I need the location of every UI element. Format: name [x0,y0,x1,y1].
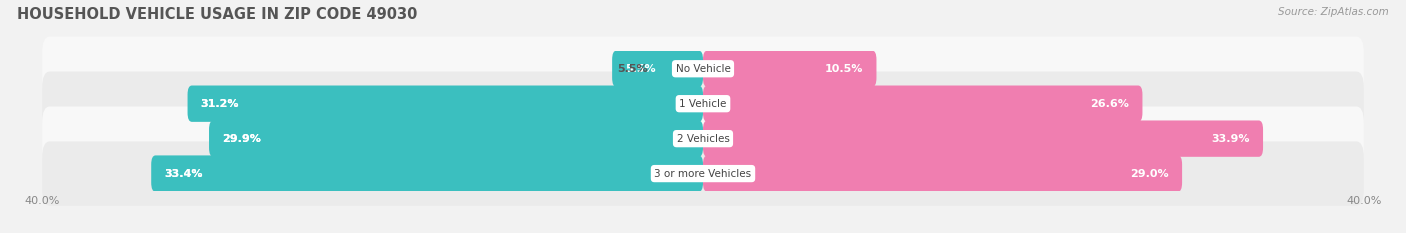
FancyBboxPatch shape [703,51,876,87]
Text: 2 Vehicles: 2 Vehicles [676,134,730,144]
FancyBboxPatch shape [42,106,1364,171]
Text: 5.5%: 5.5% [617,64,648,74]
FancyBboxPatch shape [42,37,1364,101]
FancyBboxPatch shape [42,72,1364,136]
FancyBboxPatch shape [187,86,703,122]
FancyBboxPatch shape [703,86,1143,122]
FancyBboxPatch shape [703,120,1263,157]
Text: 3 or more Vehicles: 3 or more Vehicles [654,169,752,178]
Text: Source: ZipAtlas.com: Source: ZipAtlas.com [1278,7,1389,17]
Text: 29.0%: 29.0% [1130,169,1168,178]
Text: 26.6%: 26.6% [1091,99,1129,109]
Text: 33.4%: 33.4% [165,169,202,178]
Text: No Vehicle: No Vehicle [675,64,731,74]
Text: 10.5%: 10.5% [825,64,863,74]
FancyBboxPatch shape [152,155,703,192]
FancyBboxPatch shape [42,141,1364,206]
Text: 1 Vehicle: 1 Vehicle [679,99,727,109]
FancyBboxPatch shape [703,155,1182,192]
FancyBboxPatch shape [209,120,703,157]
FancyBboxPatch shape [612,51,703,87]
Text: 33.9%: 33.9% [1212,134,1250,144]
Text: 31.2%: 31.2% [201,99,239,109]
Text: 33.4%: 33.4% [165,169,202,178]
Text: 29.9%: 29.9% [222,134,262,144]
Text: 29.9%: 29.9% [222,134,262,144]
Text: 31.2%: 31.2% [201,99,239,109]
Text: 5.5%: 5.5% [626,64,657,74]
Text: HOUSEHOLD VEHICLE USAGE IN ZIP CODE 49030: HOUSEHOLD VEHICLE USAGE IN ZIP CODE 4903… [17,7,418,22]
